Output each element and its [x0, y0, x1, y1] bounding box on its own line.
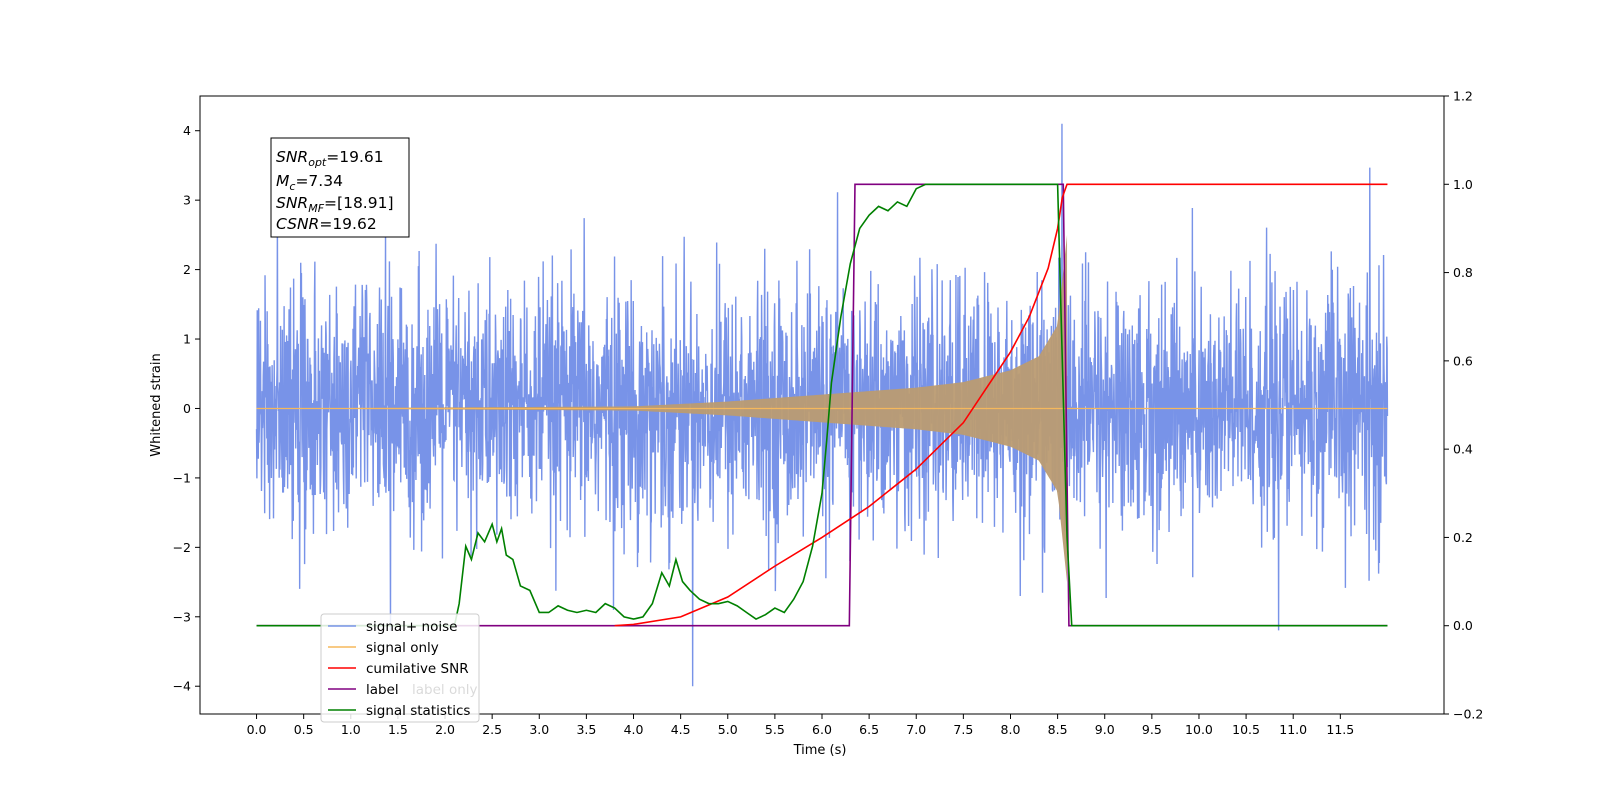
x-tick-label: 5.0 [718, 722, 738, 737]
x-tick-label: 6.5 [859, 722, 879, 737]
y2-tick-label: 0.6 [1453, 353, 1473, 368]
stat-snr-mf-value: =[18.91] [324, 194, 393, 212]
y-axis-title: Whitened strain [149, 353, 164, 456]
legend-label-signal-statistics: signal statistics [366, 703, 470, 719]
y2-tick-label: 0.4 [1453, 442, 1473, 457]
legend-label-label-only-ghost: label only [412, 682, 478, 698]
y-tick-label: −3 [173, 609, 191, 624]
x-axis-title: Time (s) [793, 743, 847, 758]
legend-frame [320, 613, 480, 723]
x-tick-label: 2.5 [482, 722, 502, 737]
y-tick-label: 4 [183, 123, 191, 138]
legend-label-signal-only: signal only [366, 640, 439, 656]
plot-area [255, 123, 1389, 687]
x-tick-label: 0.5 [294, 722, 314, 737]
stats-box-frame [270, 137, 410, 238]
legend: signal+ noise signal only cumilative SNR… [320, 613, 480, 723]
legend-label-signal-noise: signal+ noise [366, 619, 457, 635]
stat-snr-opt-value: =19.61 [326, 148, 383, 166]
x-tick-label: 7.0 [906, 722, 926, 737]
stat-csnr: CSNR=19.62 [276, 215, 377, 233]
x-tick-label: 3.0 [529, 722, 549, 737]
y2-tick-label: 1.0 [1453, 177, 1473, 192]
y-tick-label: −2 [173, 540, 191, 555]
x-tick-label: 9.0 [1095, 722, 1115, 737]
x-tick-label: 4.5 [671, 722, 691, 737]
y2-tick-label: −0.2 [1453, 707, 1483, 722]
stat-snr-opt: SNRopt=19.61 [276, 148, 384, 169]
x-axis: 0.0 0.5 1.0 1.5 2.0 2.5 3.0 3.5 4.0 4.5 5.0 5.5 6.0 6… [247, 714, 1354, 737]
x-tick-label: 8.5 [1048, 722, 1068, 737]
legend-label-label: label [366, 682, 399, 698]
y-axis-left: 4 3 2 1 0 −1 −2 −3 −4 [173, 123, 200, 694]
y2-tick-label: 0.0 [1453, 618, 1473, 633]
x-tick-label: 0.0 [247, 722, 267, 737]
series-signal-statistics [256, 183, 1388, 627]
stat-csnr-value: =19.62 [319, 215, 376, 233]
x-tick-label: 2.0 [435, 722, 455, 737]
y-tick-label: 0 [183, 401, 191, 416]
x-tick-label: 10.5 [1232, 722, 1260, 737]
x-tick-label: 9.5 [1142, 722, 1162, 737]
x-tick-label: 3.5 [576, 722, 596, 737]
y-axis-right: 1.2 1.0 0.8 0.6 0.4 0.2 0.0 −0.2 [1444, 89, 1483, 722]
stat-mc: Mc=7.34 [276, 172, 343, 193]
x-tick-label: 5.5 [765, 722, 785, 737]
x-tick-label: 4.0 [624, 722, 644, 737]
y2-tick-label: 0.2 [1453, 530, 1473, 545]
y-tick-label: −4 [173, 679, 191, 694]
y-tick-label: 3 [183, 193, 191, 208]
series-signal-noise [255, 123, 1389, 687]
y2-tick-label: 1.2 [1453, 89, 1473, 104]
y-tick-label: 1 [183, 332, 191, 347]
x-tick-label: 7.5 [953, 722, 973, 737]
x-tick-label: 1.0 [341, 722, 361, 737]
legend-label-cumulative-snr: cumilative SNR [366, 661, 469, 677]
stat-mc-value: =7.34 [295, 172, 343, 190]
x-tick-label: 11.5 [1326, 722, 1354, 737]
x-tick-label: 6.0 [812, 722, 832, 737]
x-tick-label: 10.0 [1185, 722, 1213, 737]
x-tick-label: 8.0 [1001, 722, 1021, 737]
stats-box: SNRopt=19.61 Mc=7.34 SNRMF=[18.91] CSNR=… [270, 137, 410, 238]
stat-snr-mf: SNRMF=[18.91] [276, 194, 394, 215]
series-cumulative-snr [614, 183, 1388, 627]
y2-tick-label: 0.8 [1453, 265, 1473, 280]
x-tick-label: 1.5 [388, 722, 408, 737]
y-tick-label: −1 [173, 470, 191, 485]
y-tick-label: 2 [183, 262, 191, 277]
x-tick-label: 11.0 [1279, 722, 1307, 737]
